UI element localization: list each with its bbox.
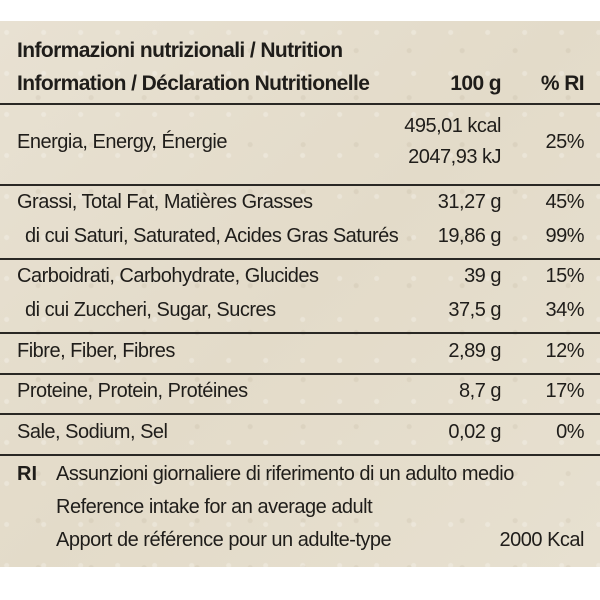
salt-value: 0,02 g (448, 421, 501, 443)
title-line2: Information / Déclaration Nutritionelle (17, 72, 370, 95)
divider (0, 103, 600, 105)
carbs-value: 39 g (464, 265, 501, 287)
footer-line1: Assunzioni giornaliere di riferimento di… (56, 463, 514, 485)
energy-ri: 25% (545, 131, 584, 153)
divider (0, 413, 600, 415)
fat-name: Grassi, Total Fat, Matières Grasses (17, 191, 313, 213)
fat-value: 31,27 g (437, 191, 502, 213)
saturated-value: 19,86 g (437, 225, 502, 247)
saturated-ri: 99% (545, 225, 584, 247)
col-ri-header: % RI (540, 72, 585, 95)
energy-kj: 2047,93 kJ (408, 146, 501, 168)
salt-name: Sale, Sodium, Sel (17, 421, 168, 443)
sugars-value: 37,5 g (448, 299, 501, 321)
footer-ri-key: RI (17, 463, 37, 485)
footer-line3: Apport de référence pour un adulte-type (56, 529, 392, 551)
footer-line2: Reference intake for an average adult (56, 496, 373, 518)
divider (0, 332, 600, 334)
protein-ri: 17% (545, 380, 584, 402)
salt-ri: 0% (556, 421, 584, 443)
title-line1: Informazioni nutrizionali / Nutrition (17, 39, 343, 62)
protein-value: 8,7 g (459, 380, 501, 402)
carbs-ri: 15% (545, 265, 584, 287)
protein-name: Proteine, Protein, Protéines (17, 380, 248, 402)
divider (0, 373, 600, 375)
sugars-name: di cui Zuccheri, Sugar, Sucres (25, 299, 276, 321)
divider (0, 184, 600, 186)
divider (0, 258, 600, 260)
footer-kcal: 2000 Kcal (499, 529, 585, 551)
energy-name: Energia, Energy, Énergie (17, 131, 227, 153)
fibre-value: 2,89 g (448, 340, 501, 362)
carbs-name: Carboidrati, Carbohydrate, Glucides (17, 265, 319, 287)
divider (0, 454, 600, 456)
fibre-name: Fibre, Fiber, Fibres (17, 340, 175, 362)
saturated-name: di cui Saturi, Saturated, Acides Gras Sa… (25, 225, 399, 247)
fat-ri: 45% (545, 191, 584, 213)
nutrition-label: Informazioni nutrizionali / Nutrition In… (0, 21, 600, 567)
sugars-ri: 34% (545, 299, 584, 321)
col-100g-header: 100 g (450, 72, 501, 95)
energy-kcal: 495,01 kcal (404, 115, 501, 137)
fibre-ri: 12% (545, 340, 584, 362)
